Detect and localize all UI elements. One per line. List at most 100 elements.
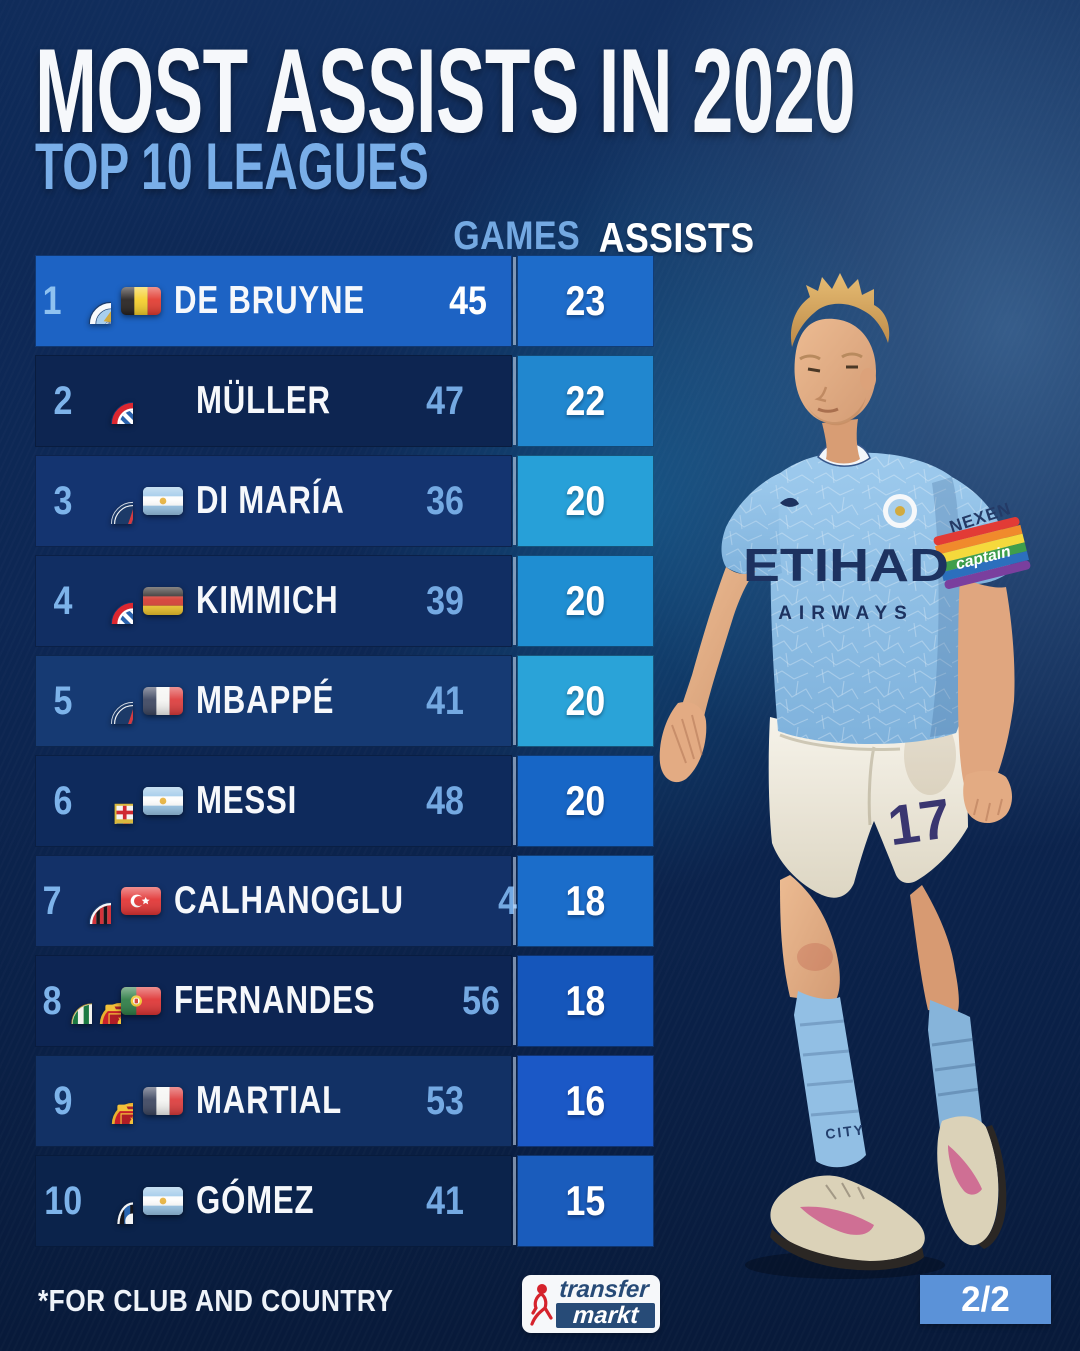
table-row: 9 MARTIAL 53 16 xyxy=(35,1055,660,1147)
player-far-leg xyxy=(910,885,1007,1249)
brand-word-top: transfer xyxy=(558,1277,650,1303)
assists-value: 16 xyxy=(565,1077,606,1124)
games-value: 36 xyxy=(426,478,464,523)
sock-label: CITY xyxy=(824,1121,866,1142)
table-row: 10 GÓMEZ 41 15 xyxy=(35,1155,660,1247)
france-flag-icon xyxy=(143,1087,183,1115)
kicking-player-icon xyxy=(530,1284,553,1326)
germany-flag-icon xyxy=(143,587,183,615)
assists-cell: 15 xyxy=(513,1155,654,1247)
club-crests xyxy=(87,375,133,427)
table-row: 6 MESSI 48 20 xyxy=(35,755,660,847)
rank-label: 5 xyxy=(53,678,73,723)
club-crests xyxy=(65,975,111,1027)
games-value: 53 xyxy=(426,1078,464,1123)
assists-cell: 20 xyxy=(513,655,654,747)
table-row-main: 10 GÓMEZ 41 xyxy=(35,1155,512,1247)
games-value: 47 xyxy=(426,378,464,423)
assists-table: 1 DE BRUYNE 45 23 2 MÜLLER xyxy=(35,255,660,1255)
page-subtitle: TOP 10 LEAGUES xyxy=(35,129,429,203)
club-crests xyxy=(87,1075,133,1127)
manchester-united-crest-icon xyxy=(87,1078,133,1124)
games-value: 41 xyxy=(426,678,464,723)
table-row-main: 1 DE BRUYNE 45 xyxy=(35,255,512,347)
rank-label: 8 xyxy=(42,978,62,1023)
argentina-flag-icon xyxy=(143,787,183,815)
assists-cell: 23 xyxy=(513,255,654,347)
portugal-flag-icon xyxy=(121,987,161,1015)
rank-label: 3 xyxy=(53,478,73,523)
games-value: 56 xyxy=(462,978,500,1023)
player-shorts: 17 xyxy=(768,715,968,898)
player-name: DI MARÍA xyxy=(196,479,345,522)
column-header-games: GAMES xyxy=(453,214,581,258)
assists-cell: 20 xyxy=(513,555,654,647)
assists-cell: 18 xyxy=(513,855,654,947)
club-crests xyxy=(87,575,133,627)
rank-label: 10 xyxy=(44,1178,83,1223)
club-crests xyxy=(65,275,111,327)
games-value: 45 xyxy=(449,278,487,323)
rank-label: 4 xyxy=(53,578,73,623)
club-crests xyxy=(87,775,133,827)
club-crests xyxy=(87,475,133,527)
table-row-main: 7 CALHANOGLU 47 xyxy=(35,855,535,947)
table-row-main: 8 FERNANDES 56 xyxy=(35,955,512,1047)
table-row-main: 2 MÜLLER 47 xyxy=(35,355,512,447)
table-body: 1 DE BRUYNE 45 23 2 MÜLLER xyxy=(35,255,660,1247)
table-row-main: 9 MARTIAL 53 xyxy=(35,1055,512,1147)
rainbow-captain-armband: captain xyxy=(933,517,1031,589)
player-head xyxy=(790,273,890,464)
player-name: CALHANOGLU xyxy=(174,879,405,922)
transfermarkt-logo: transfer markt xyxy=(524,1277,658,1331)
club-crests xyxy=(65,875,111,927)
rank-label: 9 xyxy=(53,1078,73,1123)
column-header-assists: ASSISTS xyxy=(598,214,755,261)
table-row: 5 MBAPPÉ 41 20 xyxy=(35,655,660,747)
puma-logo-icon xyxy=(780,497,799,507)
assists-value: 15 xyxy=(565,1177,606,1224)
atalanta-crest-icon xyxy=(87,1178,133,1224)
table-row: 2 MÜLLER 47 22 xyxy=(35,355,660,447)
psg-crest-icon xyxy=(87,478,133,524)
assists-value: 20 xyxy=(565,477,606,524)
assists-value: 22 xyxy=(565,377,606,424)
player-name: MBAPPÉ xyxy=(196,679,335,722)
shorts-number: 17 xyxy=(884,786,954,857)
footnote: *FOR CLUB AND COUNTRY xyxy=(38,1283,394,1318)
turkey-flag-icon xyxy=(121,887,161,915)
manchester-united-crest-icon xyxy=(75,978,121,1024)
player-near-leg: CITY xyxy=(770,875,925,1271)
belgium-flag-icon xyxy=(121,287,161,315)
player-photo: CITY 17 xyxy=(659,273,1031,1279)
games-value: 48 xyxy=(426,778,464,823)
ac-milan-crest-icon xyxy=(65,878,111,924)
player-name: DE BRUYNE xyxy=(174,279,366,322)
table-row: 4 KIMMICH 39 20 xyxy=(35,555,660,647)
player-name: KIMMICH xyxy=(196,579,339,622)
argentina-flag-icon xyxy=(143,1187,183,1215)
table-row: 7 CALHANOGLU 47 18 xyxy=(35,855,660,947)
table-row-main: 3 DI MARÍA 36 xyxy=(35,455,512,547)
assists-cell: 22 xyxy=(513,355,654,447)
table-row-main: 6 MESSI 48 xyxy=(35,755,512,847)
rank-label: 1 xyxy=(42,278,62,323)
assists-cell: 18 xyxy=(513,955,654,1047)
assists-cell: 16 xyxy=(513,1055,654,1147)
assists-value: 23 xyxy=(565,277,606,324)
assists-value: 20 xyxy=(565,577,606,624)
assists-value: 20 xyxy=(565,777,606,824)
rank-label: 7 xyxy=(42,878,62,923)
table-row: 3 DI MARÍA 36 20 xyxy=(35,455,660,547)
assists-value: 18 xyxy=(565,977,606,1024)
table-row: 8 FERNANDES 56 18 xyxy=(35,955,660,1047)
player-name: MARTIAL xyxy=(196,1079,342,1122)
rank-label: 2 xyxy=(53,378,73,423)
manchester-city-crest-icon xyxy=(65,278,111,324)
table-row-main: 4 KIMMICH 39 xyxy=(35,555,512,647)
games-value: 41 xyxy=(426,1178,464,1223)
player-name: MESSI xyxy=(196,779,298,822)
psg-crest-icon xyxy=(87,678,133,724)
club-crests xyxy=(87,1175,133,1227)
